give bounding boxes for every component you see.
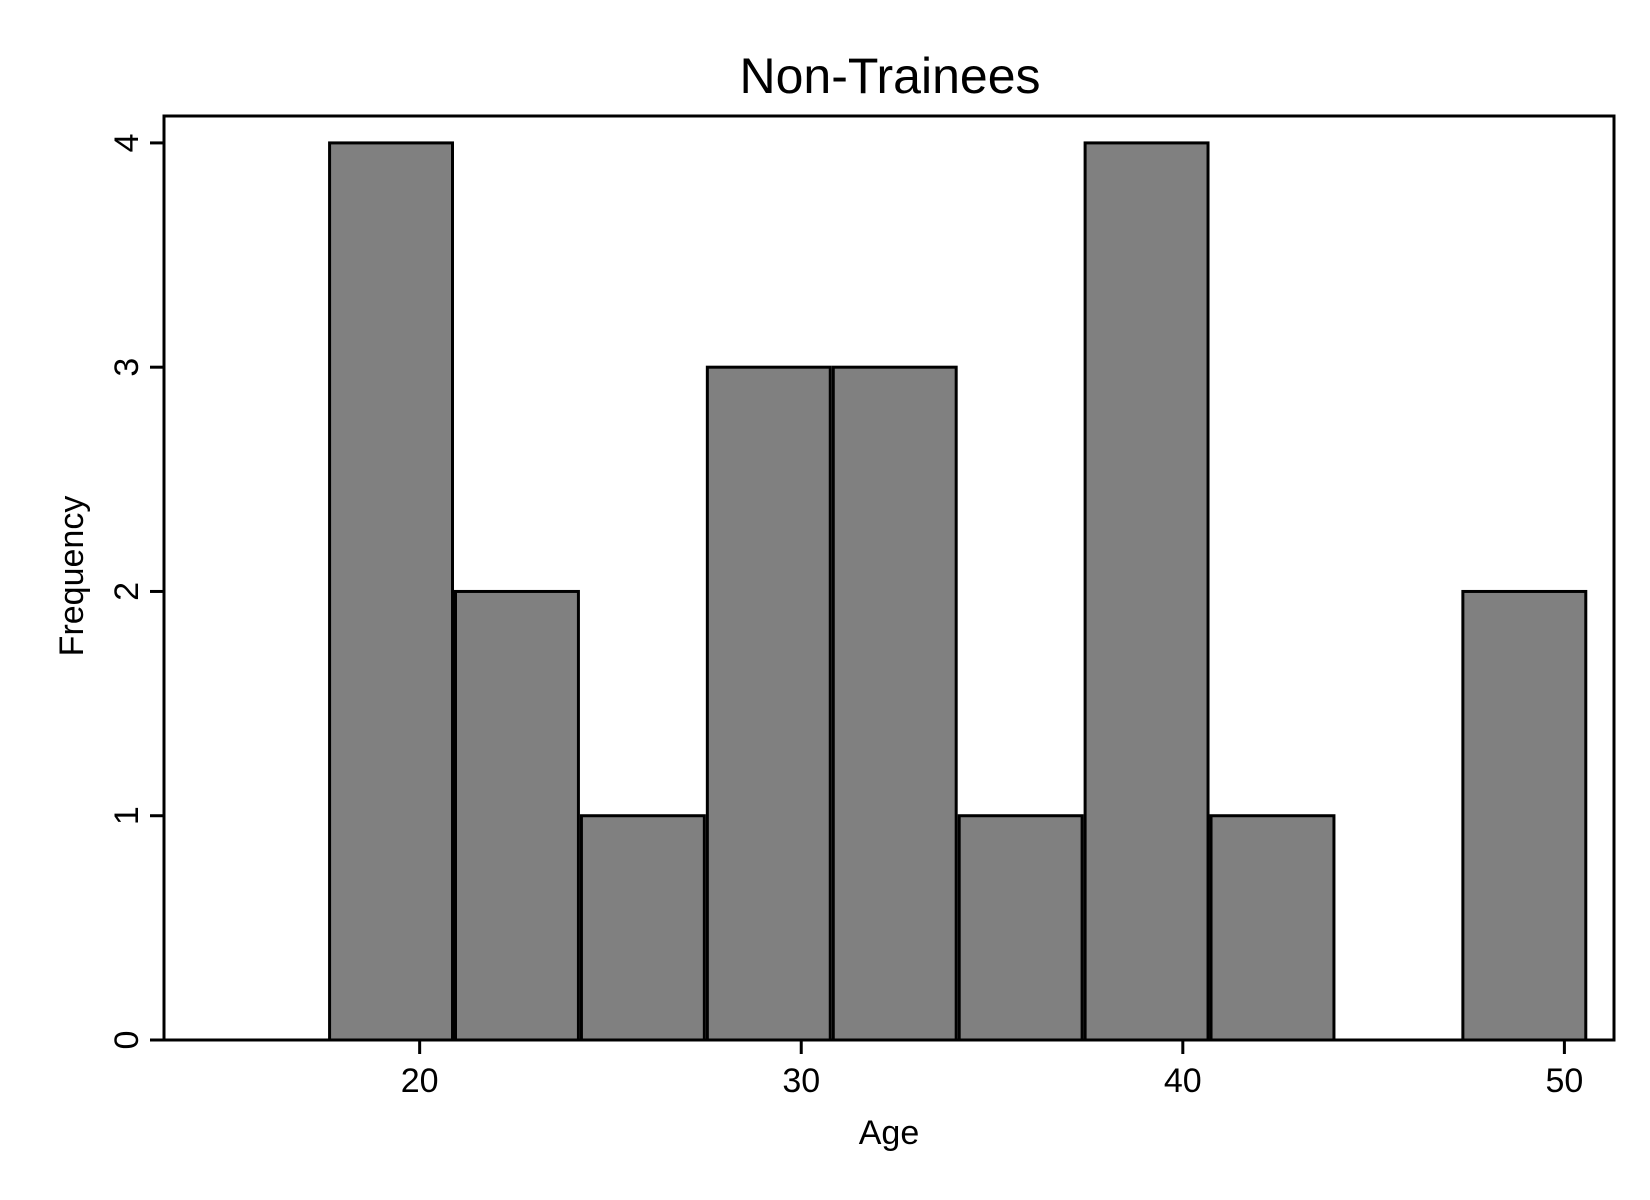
y-axis-label: Frequency <box>53 496 91 657</box>
x-axis-ticks: 20 30 40 50 <box>401 1040 1583 1100</box>
histogram-bar <box>705 365 832 1042</box>
x-tick-label: 40 <box>1164 1062 1202 1100</box>
histogram-bar <box>957 814 1084 1042</box>
y-tick-label: 2 <box>108 582 146 601</box>
chart-title: Non-Trainees <box>739 48 1040 104</box>
bars-group <box>328 141 1588 1042</box>
x-axis-label: Age <box>859 1114 920 1152</box>
histogram-bar <box>579 814 706 1042</box>
histogram-bar <box>454 589 580 1042</box>
histogram-bar <box>831 365 958 1042</box>
y-tick-label: 1 <box>108 806 146 825</box>
x-tick-label: 50 <box>1545 1062 1583 1100</box>
x-tick-label: 30 <box>782 1062 820 1100</box>
y-tick-label: 3 <box>108 358 146 377</box>
y-tick-label: 0 <box>108 1031 146 1050</box>
histogram-bar <box>1461 589 1588 1042</box>
y-tick-label: 4 <box>108 133 146 152</box>
histogram-bar <box>1209 814 1336 1042</box>
y-axis-ticks: 0 1 2 3 4 <box>108 133 164 1049</box>
x-tick-label: 20 <box>401 1062 439 1100</box>
histogram-bar <box>328 141 454 1042</box>
histogram-bar <box>1083 141 1210 1042</box>
